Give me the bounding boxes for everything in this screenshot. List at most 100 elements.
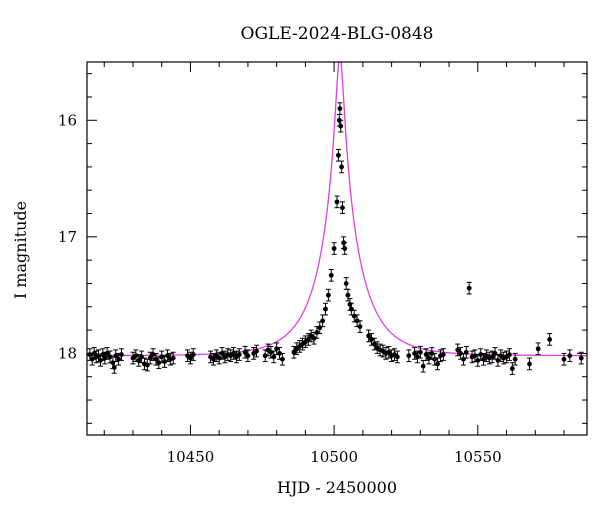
data-marker xyxy=(271,354,277,360)
data-marker xyxy=(144,362,150,368)
data-marker xyxy=(461,356,466,362)
data-marker xyxy=(415,354,420,360)
data-marker xyxy=(150,352,156,357)
data-marker xyxy=(475,358,481,363)
data-point xyxy=(417,345,423,359)
data-point xyxy=(190,348,196,361)
data-point xyxy=(420,359,426,373)
data-point xyxy=(208,350,214,364)
data-point xyxy=(144,358,150,372)
data-marker xyxy=(162,359,167,364)
axis-ticks xyxy=(87,62,587,435)
data-marker xyxy=(386,349,392,355)
data-point xyxy=(475,354,481,367)
data-marker xyxy=(343,281,349,286)
y-tick-label: 17 xyxy=(58,228,77,246)
data-point xyxy=(187,351,193,365)
data-marker xyxy=(274,346,280,352)
x-tick-label: 10550 xyxy=(454,448,502,466)
data-marker xyxy=(507,352,512,357)
data-point xyxy=(483,349,489,363)
data-marker xyxy=(323,306,328,312)
data-marker xyxy=(351,313,357,319)
data-marker xyxy=(102,355,108,361)
data-marker xyxy=(371,341,377,347)
data-marker xyxy=(107,354,113,360)
data-marker xyxy=(455,347,461,353)
data-marker xyxy=(156,360,162,366)
y-tick-label: 16 xyxy=(58,111,77,129)
data-marker xyxy=(345,292,351,298)
data-point xyxy=(386,345,392,359)
data-marker xyxy=(426,355,432,361)
data-point xyxy=(343,277,349,290)
data-point xyxy=(337,102,343,115)
data-marker xyxy=(331,246,337,251)
data-marker xyxy=(420,363,426,369)
data-point xyxy=(455,343,461,357)
data-marker xyxy=(406,353,412,359)
data-marker xyxy=(236,352,242,357)
data-point xyxy=(210,352,216,366)
data-marker xyxy=(394,354,400,360)
data-marker xyxy=(165,353,170,359)
data-marker xyxy=(423,352,429,357)
data-marker xyxy=(336,152,341,158)
data-marker xyxy=(492,351,498,356)
data-point xyxy=(136,354,142,367)
data-marker xyxy=(440,352,446,357)
data-point xyxy=(377,343,383,357)
data-point xyxy=(147,351,153,365)
data-marker xyxy=(111,364,117,370)
data-point xyxy=(219,347,225,360)
data-point xyxy=(357,320,363,333)
data-marker xyxy=(334,199,340,205)
data-point xyxy=(271,350,277,364)
data-point xyxy=(338,119,344,133)
data-marker xyxy=(317,325,323,331)
data-point xyxy=(535,342,541,356)
data-point xyxy=(222,350,228,364)
data-point xyxy=(242,345,248,359)
data-marker xyxy=(242,349,248,355)
data-point xyxy=(279,352,285,366)
data-point xyxy=(164,349,170,363)
model-curve-layer xyxy=(87,61,587,357)
data-marker xyxy=(435,361,440,367)
data-marker xyxy=(338,123,344,129)
data-marker xyxy=(291,349,297,355)
data-marker xyxy=(91,351,97,356)
data-point xyxy=(231,347,237,360)
data-marker xyxy=(325,292,331,298)
data-points xyxy=(87,102,584,375)
data-marker xyxy=(412,351,417,356)
data-point xyxy=(156,356,162,370)
data-marker xyxy=(339,164,344,170)
data-marker xyxy=(159,354,165,360)
data-marker xyxy=(116,356,122,362)
data-point xyxy=(104,347,110,360)
data-marker xyxy=(216,355,222,361)
data-marker xyxy=(113,353,119,359)
data-point xyxy=(466,281,472,295)
data-point xyxy=(504,350,510,364)
data-point xyxy=(567,349,573,363)
data-point xyxy=(561,352,567,366)
data-marker xyxy=(245,353,251,359)
data-marker xyxy=(535,346,541,352)
x-tick-label: 10450 xyxy=(167,448,215,466)
data-point xyxy=(236,348,242,361)
data-point xyxy=(170,351,176,365)
data-point xyxy=(113,349,119,363)
data-marker xyxy=(342,246,348,251)
data-marker xyxy=(509,366,515,371)
data-point xyxy=(339,201,345,215)
data-point xyxy=(185,349,191,363)
data-marker xyxy=(340,205,345,211)
data-point xyxy=(339,160,345,174)
data-point xyxy=(412,347,418,360)
data-point xyxy=(406,349,412,363)
data-marker xyxy=(354,318,360,324)
data-marker xyxy=(547,337,553,342)
